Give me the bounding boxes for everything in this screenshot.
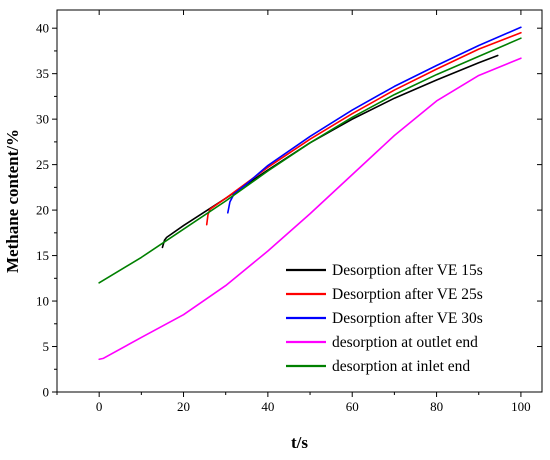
y-tick-label: 10: [36, 294, 49, 309]
y-tick-label: 35: [36, 66, 49, 81]
x-tick-label: 40: [261, 399, 274, 414]
y-axis-title: Methane content/%: [3, 129, 22, 273]
x-tick-label: 80: [430, 399, 443, 414]
series-group: [98, 26, 522, 361]
axes-group: 0 20 40 60 80 100 0 5 10 15 20 25 30 35 40: [36, 10, 542, 414]
series-line-4: [98, 57, 522, 361]
x-tick-label: 0: [96, 399, 103, 414]
y-tick-label: 20: [36, 203, 49, 218]
legend-label: Desorption after VE 25s: [332, 286, 483, 303]
y-tick-label: 25: [36, 157, 49, 172]
legend-label: desorption at outlet end: [332, 334, 478, 351]
x-tick-label: 20: [177, 399, 190, 414]
series-line-5: [98, 37, 522, 284]
x-axis-title: t/s: [291, 433, 308, 452]
y-tick-label: 0: [43, 385, 50, 400]
plot-frame: [56, 9, 543, 393]
x-tick-label: 100: [511, 399, 531, 414]
legend: Desorption after VE 15s Desorption after …: [286, 262, 483, 375]
y-tick-label: 5: [43, 339, 50, 354]
y-tick-label: 15: [36, 248, 49, 263]
y-tick-label: 30: [36, 112, 49, 127]
series-line-3: [227, 26, 522, 214]
series-line-2: [205, 31, 522, 226]
legend-label: Desorption after VE 15s: [332, 262, 483, 279]
legend-label: desorption at inlet end: [332, 358, 470, 375]
x-tick-label: 60: [346, 399, 359, 414]
legend-label: Desorption after VE 30s: [332, 310, 483, 327]
y-tick-label: 40: [36, 21, 49, 36]
series-line-1: [161, 54, 499, 249]
